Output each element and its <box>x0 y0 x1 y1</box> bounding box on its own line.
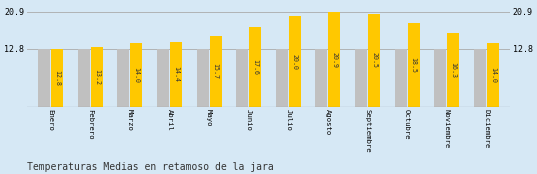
Bar <box>118 49 129 107</box>
Bar <box>474 49 485 107</box>
Bar <box>276 49 288 107</box>
Bar <box>249 27 261 107</box>
Text: 17.6: 17.6 <box>252 59 258 75</box>
Bar <box>197 49 208 107</box>
Bar <box>38 49 50 107</box>
Text: 12.8: 12.8 <box>54 70 60 86</box>
Bar <box>329 12 340 107</box>
Bar <box>236 49 248 107</box>
Bar <box>315 49 328 107</box>
Text: 20.5: 20.5 <box>371 53 377 68</box>
Text: 18.5: 18.5 <box>411 57 417 73</box>
Text: 16.3: 16.3 <box>450 62 456 78</box>
Text: 20.9: 20.9 <box>331 52 337 68</box>
Bar <box>209 35 222 107</box>
Text: 14.0: 14.0 <box>490 67 496 83</box>
Bar <box>130 43 142 107</box>
Text: 14.0: 14.0 <box>133 67 140 83</box>
Bar <box>91 47 103 107</box>
Bar <box>78 49 90 107</box>
Text: Temperaturas Medias en retamoso de la jara: Temperaturas Medias en retamoso de la ja… <box>27 162 273 172</box>
Bar <box>355 49 367 107</box>
Bar <box>368 14 380 107</box>
Bar <box>434 49 446 107</box>
Bar <box>289 16 301 107</box>
Bar <box>157 49 169 107</box>
Bar <box>52 49 63 107</box>
Bar <box>447 33 459 107</box>
Bar <box>408 23 419 107</box>
Bar <box>487 43 499 107</box>
Text: 13.2: 13.2 <box>94 69 100 85</box>
Bar <box>170 42 182 107</box>
Bar <box>395 49 407 107</box>
Text: 14.4: 14.4 <box>173 66 179 82</box>
Text: 15.7: 15.7 <box>213 64 219 79</box>
Text: 20.0: 20.0 <box>292 54 298 70</box>
